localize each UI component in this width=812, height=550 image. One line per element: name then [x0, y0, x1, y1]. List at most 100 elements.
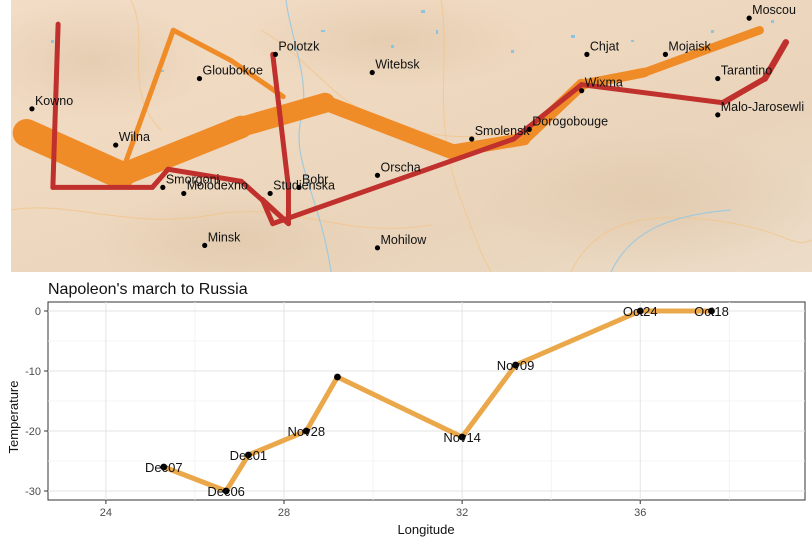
x-tick-label: 36 — [634, 507, 646, 519]
retreat-segment-7 — [238, 178, 291, 227]
temperature-point — [512, 361, 519, 369]
city-label: Wilna — [119, 130, 150, 144]
advance-segment-6 — [576, 67, 650, 90]
x-tick-label: 24 — [100, 507, 112, 519]
advance-segment-7 — [640, 25, 764, 77]
city-label: Minsk — [208, 230, 241, 244]
city-dot — [374, 172, 381, 178]
temperature-point — [708, 307, 715, 315]
temperature-points — [160, 307, 715, 495]
y-axis: 0 -10 -20 -30 — [25, 306, 48, 498]
temperature-point — [302, 427, 310, 435]
troop-movement-map: Kowno Wilna Smorgoni Moiodexno Gloubokoe Mins… — [0, 0, 812, 290]
city-dot — [113, 142, 119, 148]
city-label: Gloubokoe — [202, 64, 263, 78]
city-dot — [715, 75, 721, 82]
date-label: Nov09 — [497, 358, 535, 373]
terrain-basemap — [0, 0, 812, 290]
city-dot — [29, 106, 35, 112]
city-label: Bobr — [302, 172, 328, 186]
date-label: Dec06 — [207, 484, 245, 499]
date-label: Nov14 — [443, 430, 481, 445]
advance-segment-0 — [12, 118, 135, 190]
retreat-segment-0 — [761, 39, 790, 82]
city-label: Witebsk — [375, 58, 420, 72]
city-dot — [715, 112, 721, 118]
y-tick-label: -20 — [25, 426, 41, 438]
city-dot — [160, 184, 166, 190]
city-dot — [369, 69, 375, 76]
city-dot — [202, 242, 208, 249]
x-tick-label: 28 — [278, 507, 290, 519]
y-tick-label: -30 — [25, 486, 41, 498]
advance-branch-segment-0 — [118, 27, 176, 178]
temperature-panel: Napoleon's march to Russia Oct18 Oct24 Nov… — [0, 272, 812, 545]
city-dot — [374, 245, 381, 251]
date-label: Oct24 — [623, 304, 658, 319]
temperature-point — [222, 487, 230, 495]
y-tick-label: 0 — [35, 306, 41, 318]
x-axis-title: Longitude — [397, 522, 454, 537]
city-dot — [272, 51, 278, 58]
city-label: Wixma — [585, 76, 623, 90]
x-axis: 24 28 32 36 — [100, 500, 646, 519]
city-label: Dorogobouge — [532, 114, 608, 128]
city-label: Mojaisk — [668, 39, 711, 53]
city-dot — [181, 190, 187, 197]
city-dot — [296, 184, 302, 190]
advance-segment-3 — [317, 95, 459, 159]
date-label: Dec07 — [145, 460, 183, 475]
city-label: Moscou — [752, 3, 796, 17]
temperature-point — [334, 373, 341, 381]
grid-lines — [48, 302, 805, 500]
advance-segment-2 — [231, 92, 336, 137]
retreat-segment-2 — [579, 82, 726, 106]
city-label: Smolensk — [475, 124, 531, 138]
date-label: Dec01 — [230, 448, 268, 463]
city-label: Studienska — [273, 178, 335, 192]
retreat-segment-11 — [50, 21, 61, 190]
city-dot — [584, 51, 590, 58]
temperature-point — [244, 451, 252, 459]
x-tick-label: 32 — [456, 507, 468, 519]
city-label: Tarantino — [721, 64, 772, 78]
city-label: Chjat — [590, 39, 620, 53]
retreat-segment-8 — [165, 166, 244, 184]
temperature-chart: Napoleon's march to Russia Oct18 Oct24 Nov… — [6, 281, 806, 537]
city-label: Kowno — [35, 94, 73, 108]
city-dot — [196, 75, 203, 82]
advance-branch-segment-2 — [228, 57, 286, 100]
retreat-segment-9 — [149, 166, 171, 190]
temperature-plot-area: Oct18 Oct24 Nov09 Nov14 Nov28 Dec01 Dec06 Dec07 — [47, 301, 806, 501]
advance-branch-segment-1 — [170, 27, 234, 63]
retreat-segment-3 — [511, 82, 585, 142]
city-dot — [526, 126, 532, 132]
retreat-branch-segment-1 — [270, 51, 291, 190]
temperature-point — [636, 307, 644, 315]
troop-flows — [12, 21, 790, 227]
date-label: Nov28 — [287, 424, 325, 439]
city-dot — [469, 136, 475, 142]
chart-title: Napoleon's march to Russia — [48, 281, 248, 298]
date-labels: Oct18 Oct24 Nov09 Nov14 Nov28 Dec01 Dec06 Dec07 — [145, 304, 729, 499]
city-dot — [662, 51, 669, 58]
city-label: Moiodexno — [187, 178, 248, 192]
city-label: Mohilow — [380, 233, 427, 247]
advance-segment-1 — [109, 115, 253, 187]
temperature-point — [458, 433, 466, 441]
city-label: Malo-Jarosewli — [721, 100, 804, 114]
date-label: Oct18 — [694, 304, 729, 319]
city-dot — [746, 15, 752, 21]
temperature-point — [160, 463, 168, 471]
retreat-segment-1 — [720, 75, 768, 106]
y-axis-title: Temperature — [6, 381, 21, 454]
y-tick-label: -10 — [25, 366, 41, 378]
city-label: Polotzk — [278, 39, 320, 53]
city-label: Smorgoni — [166, 172, 220, 186]
city-dot — [579, 88, 585, 94]
city-dot — [267, 190, 273, 197]
retreat-segment-4 — [270, 136, 517, 227]
city-label: Orscha — [380, 160, 420, 174]
